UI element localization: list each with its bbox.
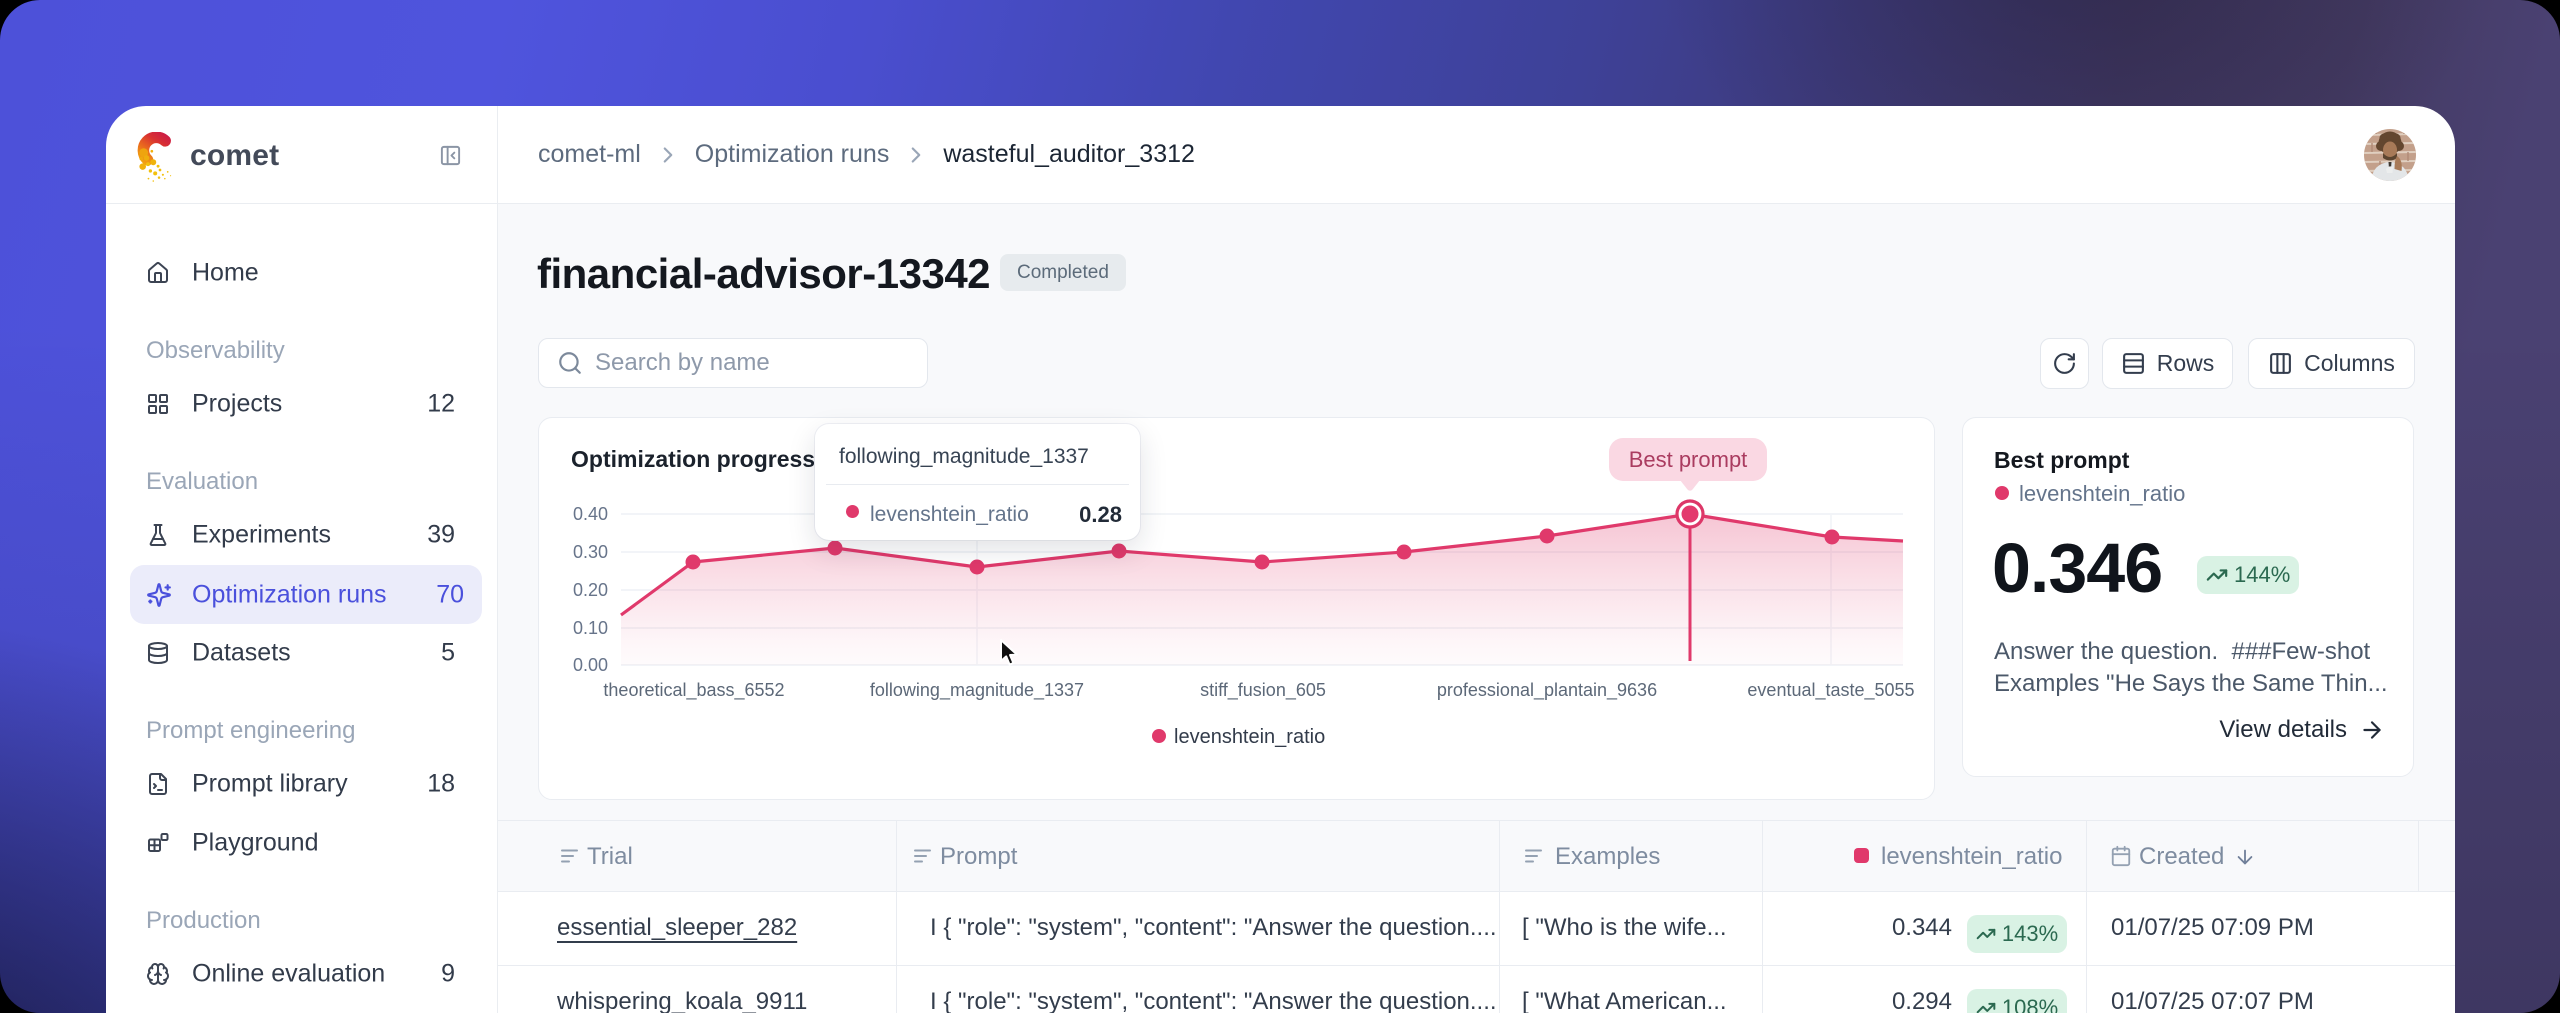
svg-text:levenshtein_ratio: levenshtein_ratio bbox=[1174, 726, 1325, 748]
svg-text:0.30: 0.30 bbox=[573, 542, 608, 562]
svg-text:professional_plantain_9636: professional_plantain_9636 bbox=[1437, 680, 1657, 701]
svg-text:eventual_taste_5055: eventual_taste_5055 bbox=[1747, 680, 1914, 701]
svg-text:0.00: 0.00 bbox=[573, 655, 608, 675]
svg-text:0.20: 0.20 bbox=[573, 580, 608, 600]
svg-text:following_magnitude_1337: following_magnitude_1337 bbox=[870, 680, 1084, 701]
svg-text:theoretical_bass_6552: theoretical_bass_6552 bbox=[603, 680, 784, 701]
svg-text:0.10: 0.10 bbox=[573, 618, 608, 638]
svg-text:stiff_fusion_605: stiff_fusion_605 bbox=[1200, 680, 1326, 701]
svg-text:Best prompt: Best prompt bbox=[1629, 447, 1748, 472]
svg-text:0.40: 0.40 bbox=[573, 504, 608, 524]
